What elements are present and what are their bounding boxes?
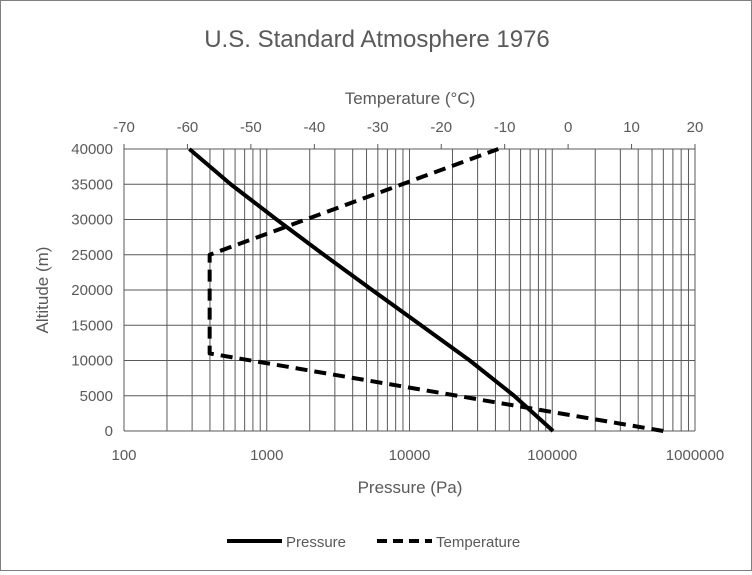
- y-tick-label: 35000: [71, 176, 113, 193]
- top-tick-label: -40: [303, 119, 325, 136]
- bottom-tick-label: 1000000: [666, 447, 724, 464]
- bottom-tick-label: 1000: [250, 447, 283, 464]
- y-tick-label: 20000: [71, 282, 113, 299]
- tick-labels: 0500010000150002000025000300003500040000…: [71, 119, 724, 464]
- y-tick-label: 5000: [80, 388, 113, 405]
- top-tick-label: -70: [113, 119, 135, 136]
- y-tick-label: 30000: [71, 212, 113, 229]
- top-tick-label: 0: [564, 119, 572, 136]
- top-tick-label: -60: [177, 119, 199, 136]
- bottom-tick-label: 10000: [389, 447, 431, 464]
- gridlines: [123, 144, 696, 432]
- top-tick-label: 10: [623, 119, 640, 136]
- series-pressure-line: [188, 147, 555, 433]
- top-tick-label: 20: [687, 119, 704, 136]
- series-temperature-line: [207, 147, 664, 433]
- y-tick-label: 10000: [71, 353, 113, 370]
- y-axis-label: Altitude (m): [33, 247, 52, 334]
- bottom-axis-label: Pressure (Pa): [358, 478, 463, 497]
- legend-pressure-label: Pressure: [286, 534, 346, 551]
- top-tick-label: -20: [430, 119, 452, 136]
- y-tick-label: 0: [105, 423, 113, 440]
- series-lines: [188, 147, 664, 433]
- y-tick-label: 25000: [71, 247, 113, 264]
- top-tick-label: -50: [240, 119, 262, 136]
- legend-temperature-label: Temperature: [436, 534, 520, 551]
- top-axis-label: Temperature (°C): [345, 89, 476, 108]
- top-tick-label: -30: [367, 119, 389, 136]
- legend: Pressure Temperature: [227, 534, 520, 551]
- chart-title: U.S. Standard Atmosphere 1976: [204, 26, 550, 53]
- y-tick-label: 15000: [71, 317, 113, 334]
- y-tick-label: 40000: [71, 141, 113, 158]
- top-tick-label: -10: [494, 119, 516, 136]
- bottom-tick-label: 100: [111, 447, 136, 464]
- bottom-tick-label: 100000: [527, 447, 577, 464]
